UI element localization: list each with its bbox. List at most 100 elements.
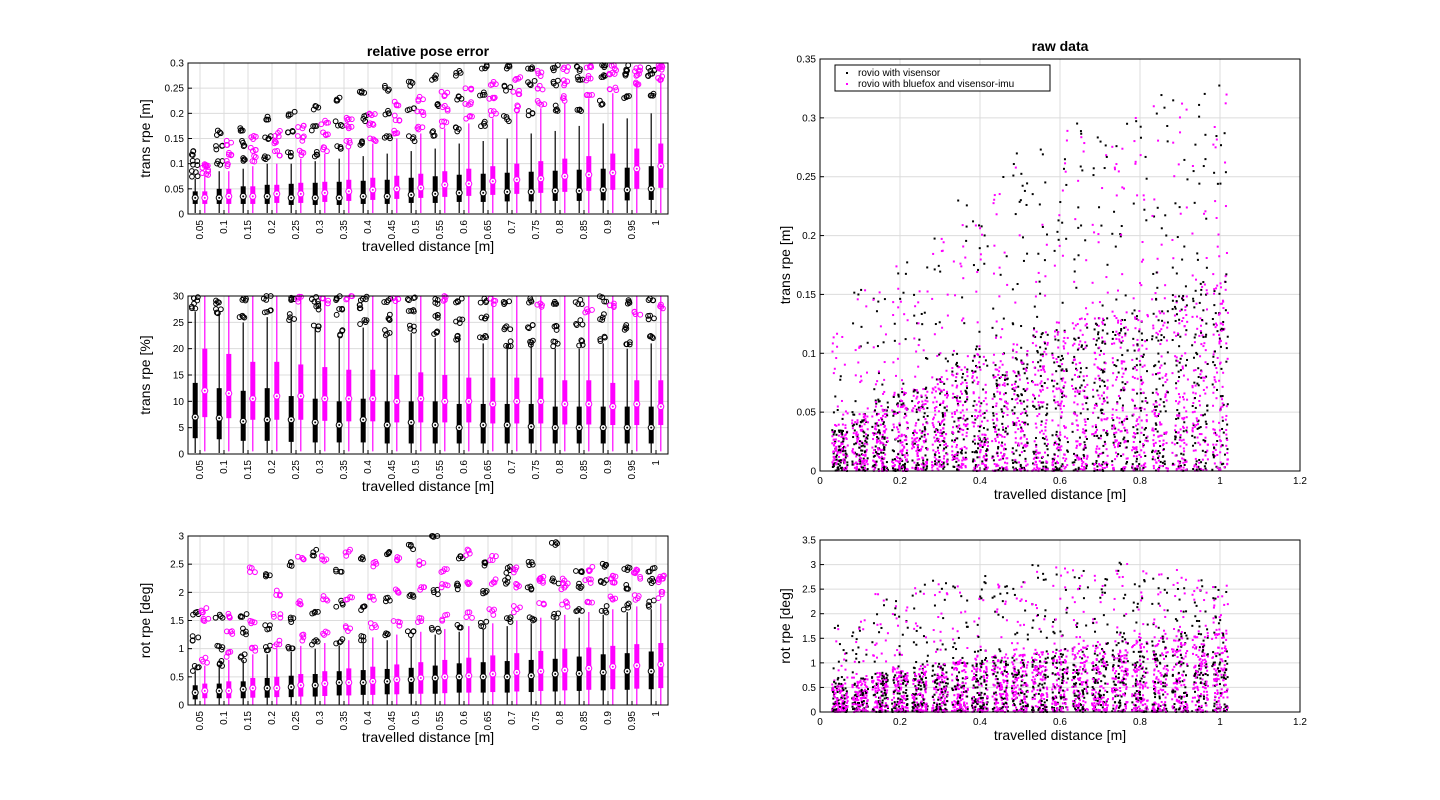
box-outlier xyxy=(500,113,507,119)
scatter-point xyxy=(933,237,936,240)
scatter-point xyxy=(983,416,986,419)
scatter-point xyxy=(884,333,887,336)
scatter-point xyxy=(851,449,854,452)
box-outlier xyxy=(276,152,283,159)
x-tick-label: 0.45 xyxy=(387,220,398,240)
scatter-point xyxy=(1098,463,1101,466)
scatter-point xyxy=(911,400,914,403)
scatter-point xyxy=(1174,438,1177,441)
box-outlier xyxy=(489,608,495,614)
scatter-point xyxy=(1132,455,1135,458)
scatter-point xyxy=(854,421,857,424)
scatter-point xyxy=(933,460,936,463)
scatter-point xyxy=(1083,445,1086,448)
scatter-point xyxy=(991,440,994,443)
scatter-point xyxy=(1171,462,1174,465)
scatter-point xyxy=(860,425,863,428)
scatter-point xyxy=(977,414,980,417)
scatter-point xyxy=(1066,352,1069,355)
x-tick-label: 0.75 xyxy=(531,460,542,480)
box-outlier xyxy=(552,338,559,345)
box-outlier xyxy=(579,607,585,614)
scatter-point xyxy=(1152,324,1155,327)
box-outlier xyxy=(515,103,521,110)
box-median-dot xyxy=(587,402,590,405)
scatter-point xyxy=(1152,327,1155,330)
box-outlier xyxy=(261,153,268,160)
scatter-point xyxy=(873,449,876,452)
scatter-point xyxy=(915,449,918,452)
scatter-point xyxy=(1060,400,1063,403)
scatter-point xyxy=(963,366,966,369)
box-outlier xyxy=(466,579,473,586)
box-outlier xyxy=(405,78,412,85)
scatter-point xyxy=(978,348,981,351)
box-outlier xyxy=(272,148,278,155)
scatter-point xyxy=(991,397,994,400)
scatter-point xyxy=(1075,419,1078,422)
scatter-point xyxy=(1157,413,1160,416)
scatter-point xyxy=(1002,412,1005,415)
box-outlier xyxy=(289,127,296,134)
box-outlier xyxy=(624,601,631,608)
scatter-point xyxy=(1097,394,1100,397)
scatter-point xyxy=(1166,326,1169,329)
scatter-point xyxy=(946,459,949,462)
scatter-point xyxy=(1164,410,1167,413)
scatter-point xyxy=(853,429,856,432)
scatter-point xyxy=(1121,336,1124,339)
scatter-point xyxy=(982,363,985,366)
box-outlier xyxy=(346,140,353,146)
scatter-point xyxy=(1066,450,1069,453)
scatter-point xyxy=(1023,449,1026,452)
scatter-point xyxy=(1014,166,1017,169)
scatter-point xyxy=(1126,431,1129,434)
scatter-point xyxy=(1152,464,1155,467)
scatter-point xyxy=(883,466,886,469)
scatter-point xyxy=(1164,374,1167,377)
box-outlier xyxy=(651,565,658,571)
scatter-point xyxy=(851,463,854,466)
scatter-point xyxy=(1063,331,1066,334)
scatter-point xyxy=(860,288,863,291)
scatter-point xyxy=(1059,433,1062,436)
y-tick-label: 0 xyxy=(178,450,184,461)
scatter-point xyxy=(1159,460,1162,463)
box-outlier xyxy=(626,339,633,346)
scatter-point xyxy=(973,466,976,469)
scatter-point xyxy=(992,422,995,425)
scatter-point xyxy=(1021,236,1024,239)
scatter-point xyxy=(842,453,845,456)
box-median-dot xyxy=(227,392,230,395)
box-outlier xyxy=(420,112,427,118)
scatter-point xyxy=(1062,457,1065,460)
scatter-point xyxy=(1115,365,1118,368)
scatter-point xyxy=(1026,252,1029,255)
box-outlier xyxy=(482,560,489,567)
scatter-point xyxy=(1054,338,1057,341)
scatter-point xyxy=(839,375,842,378)
scatter-point xyxy=(1097,337,1100,340)
scatter-point xyxy=(1021,184,1024,187)
scatter-point xyxy=(843,363,846,366)
scatter-point xyxy=(1022,259,1025,262)
scatter-point xyxy=(1055,467,1058,470)
scatter-point xyxy=(959,400,962,403)
box-median-dot xyxy=(242,420,245,423)
scatter-point xyxy=(877,468,880,471)
scatter-point xyxy=(1012,461,1015,464)
scatter-point xyxy=(1103,340,1106,343)
scatter-point xyxy=(962,417,965,420)
scatter-point xyxy=(1075,444,1078,447)
box-median-dot xyxy=(506,190,509,193)
scatter-point xyxy=(1003,453,1006,456)
scatter-point xyxy=(932,426,935,429)
box-median-dot xyxy=(410,193,413,196)
box-outlier xyxy=(502,577,508,584)
box-outlier xyxy=(577,568,584,575)
scatter-point xyxy=(856,298,859,301)
scatter-point xyxy=(861,466,864,469)
scatter-point xyxy=(995,379,998,382)
scatter-point xyxy=(1052,390,1055,393)
scatter-point xyxy=(1085,344,1088,347)
